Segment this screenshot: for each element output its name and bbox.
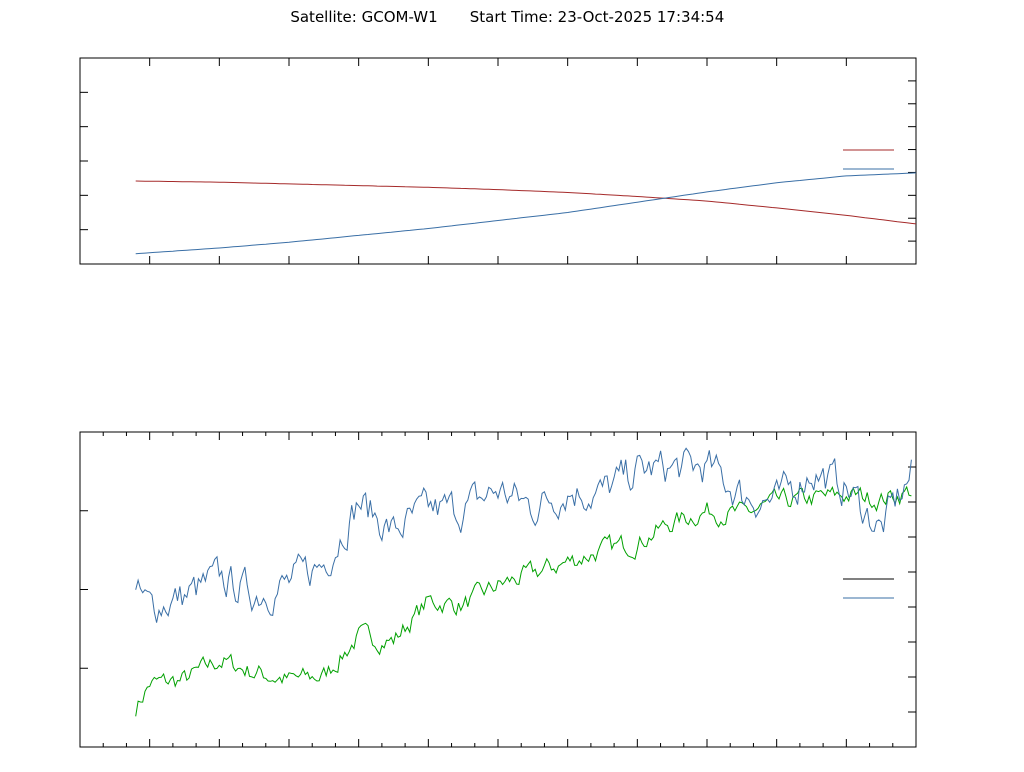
- series-line-ebno: [135, 447, 912, 623]
- plot-frame: [79, 57, 917, 265]
- series-line-Elevation: [135, 172, 917, 255]
- position-chart: [79, 57, 917, 265]
- series-line-signal-level: [135, 485, 912, 717]
- header-satellite: Satellite: GCOM-W1: [290, 8, 437, 26]
- receive-signal-chart: [79, 431, 917, 748]
- header-start-time: Start Time: 23-Oct-2025 17:34:54: [470, 8, 725, 26]
- plot-frame: [79, 431, 917, 748]
- series-line-Azimuth: [135, 180, 917, 225]
